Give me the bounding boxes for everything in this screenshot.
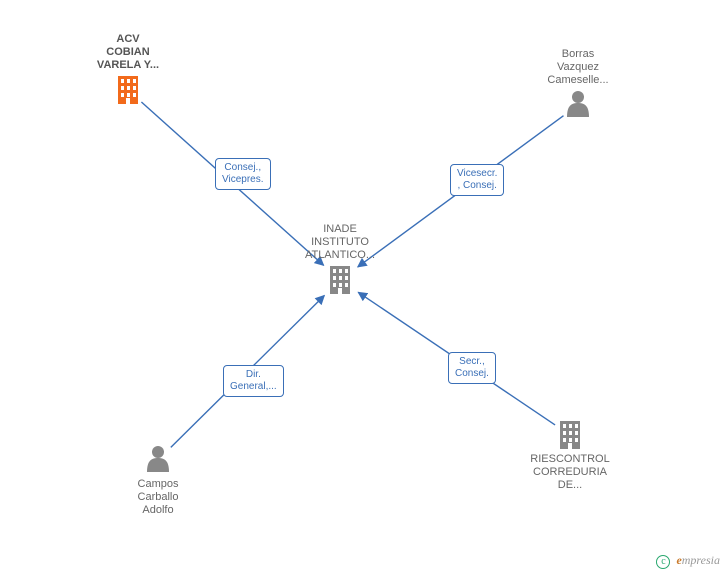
node-label: RIESCONTROL CORREDURIA DE... bbox=[515, 453, 625, 492]
building-icon bbox=[330, 266, 350, 294]
node-label: Campos Carballo Adolfo bbox=[103, 478, 213, 517]
watermark-brand-rest: mpresia bbox=[682, 553, 720, 567]
person-icon bbox=[567, 91, 589, 117]
edge-label: Dir. General,... bbox=[223, 365, 284, 397]
node-label: ACV COBIAN VARELA Y... bbox=[73, 33, 183, 72]
watermark: c empresia bbox=[656, 553, 720, 569]
node-label: INADE INSTITUTO ATLANTICO... bbox=[285, 223, 395, 262]
building-icon bbox=[118, 76, 138, 104]
node-label: Borras Vazquez Cameselle... bbox=[523, 48, 633, 87]
edge-label: Vicesecr. , Consej. bbox=[450, 164, 504, 196]
person-icon bbox=[147, 446, 169, 472]
copyright-icon: c bbox=[656, 555, 670, 569]
building-icon bbox=[560, 421, 580, 449]
edge-label: Consej., Vicepres. bbox=[215, 158, 271, 190]
edge-label: Secr., Consej. bbox=[448, 352, 496, 384]
